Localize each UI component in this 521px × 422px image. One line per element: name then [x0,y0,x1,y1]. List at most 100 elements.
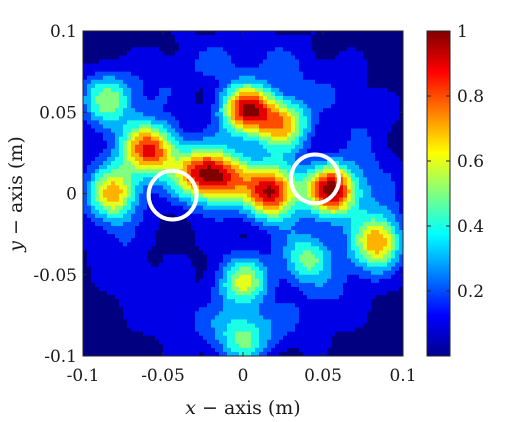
heatmap-cell [267,238,272,243]
heatmap-cell [315,303,320,308]
heatmap-cell [99,112,104,117]
heatmap-cell [83,35,88,40]
heatmap-cell [299,343,304,349]
heatmap-cell [311,226,316,231]
heatmap-cell [251,59,256,64]
heatmap-cell [235,282,240,288]
heatmap-cell [183,152,188,158]
heatmap-cell [119,87,124,93]
heatmap-cell [119,132,124,138]
heatmap-cell [107,79,112,85]
heatmap-cell [291,177,296,182]
heatmap-cell [167,35,172,40]
heatmap-cell [159,230,164,235]
heatmap-cell [267,331,272,337]
heatmap-cell [91,234,96,239]
heatmap-cell [247,286,252,292]
heatmap-cell [179,270,184,276]
heatmap-cell [91,47,96,52]
heatmap-cell [299,201,304,207]
heatmap-cell [139,55,144,60]
heatmap-cell [95,136,100,142]
heatmap-cell [127,59,132,64]
heatmap-cell [111,282,116,288]
heatmap-cell [231,319,236,324]
heatmap-cell [275,177,280,182]
heatmap-cell [155,323,160,329]
heatmap-cell [207,286,212,292]
heatmap-cell [331,83,336,89]
heatmap-cell [295,43,300,48]
heatmap-cell [255,221,260,227]
heatmap-cell [223,67,228,73]
heatmap-cell [155,87,160,93]
heatmap-cell [243,67,248,73]
heatmap-cell [279,112,284,117]
heatmap-cell [223,83,228,89]
heatmap-cell [327,140,332,146]
heatmap-cell [163,319,168,324]
heatmap-cell [235,161,240,166]
heatmap-cell [159,108,164,113]
heatmap-cell [107,132,112,138]
heatmap-cell [235,291,240,296]
heatmap-cell [287,120,292,125]
heatmap-cell [323,246,328,251]
heatmap-cell [91,100,96,105]
heatmap-cell [331,144,336,150]
heatmap-cell [283,79,288,85]
heatmap-cell [195,59,200,64]
heatmap-cell [123,213,128,219]
heatmap-cell [87,209,92,215]
heatmap-cell [163,343,168,349]
heatmap-cell [123,91,128,97]
heatmap-cell [327,205,332,211]
heatmap-cell [195,291,200,296]
heatmap-cell [283,59,288,64]
heatmap-cell [171,335,176,341]
heatmap-cell [155,291,160,296]
heatmap-cell [259,205,264,211]
heatmap-cell [111,116,116,121]
heatmap-cell [243,128,248,134]
heatmap-cell [327,343,332,349]
heatmap-cell [291,104,296,109]
heatmap-cell [87,221,92,227]
heatmap-cell [115,116,120,121]
heatmap-cell [239,104,244,109]
heatmap-cell [251,242,256,247]
heatmap-cell [183,278,188,284]
heatmap-cell [283,238,288,243]
heatmap-cell [135,282,140,288]
heatmap-cell [107,254,112,259]
heatmap-cell [107,311,112,316]
heatmap-cell [251,258,256,264]
heatmap-cell [247,319,252,324]
heatmap-cell [199,270,204,276]
heatmap-cell [303,221,308,227]
heatmap-cell [259,136,264,142]
heatmap-cell [151,347,156,353]
heatmap-cell [331,116,336,121]
heatmap-cell [255,343,260,349]
heatmap-cell [183,197,188,203]
heatmap-cell [183,291,188,296]
heatmap-cell [83,270,88,276]
heatmap-cell [163,55,168,60]
heatmap-cell [211,217,216,223]
heatmap-cell [131,136,136,142]
heatmap-cell [239,165,244,170]
heatmap-cell [179,226,184,231]
heatmap-cell [195,246,200,251]
heatmap-cell [203,31,208,36]
heatmap-cell [283,347,288,353]
heatmap-cell [83,59,88,64]
heatmap-cell [239,96,244,101]
heatmap-cell [103,339,108,345]
heatmap-cell [99,96,104,101]
heatmap-cell [307,311,312,316]
heatmap-cell [135,79,140,85]
heatmap-cell [87,323,92,329]
heatmap-cell [327,299,332,304]
heatmap-cell [207,112,212,117]
